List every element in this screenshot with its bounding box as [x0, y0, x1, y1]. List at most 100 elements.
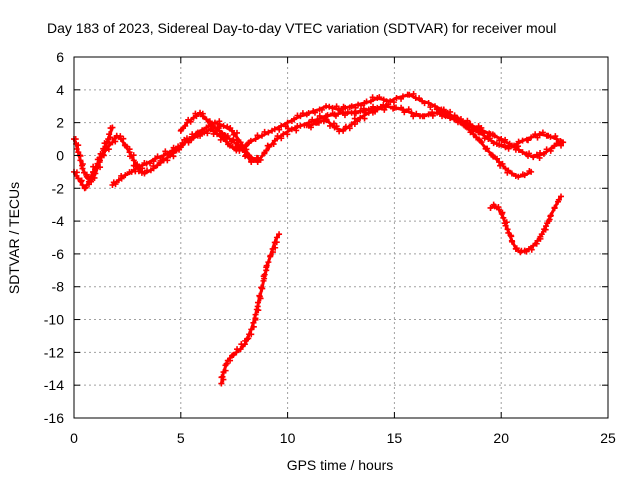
data-point — [499, 160, 506, 167]
data-point — [333, 103, 340, 110]
data-point — [252, 311, 259, 318]
data-point — [135, 163, 142, 170]
data-point — [272, 244, 279, 251]
data-point — [170, 144, 177, 151]
data-point — [315, 119, 322, 126]
data-point — [293, 127, 300, 134]
data-point — [122, 172, 129, 179]
data-point — [478, 124, 485, 131]
data-point — [467, 121, 474, 128]
data-point — [267, 252, 274, 259]
data-point — [425, 99, 432, 106]
data-point — [112, 181, 119, 188]
data-point — [555, 196, 562, 203]
data-point — [311, 109, 318, 116]
data-point — [178, 126, 185, 133]
data-point — [508, 142, 515, 149]
data-point — [222, 367, 229, 374]
data-point — [147, 160, 154, 167]
data-point — [354, 118, 361, 125]
data-point — [263, 147, 270, 154]
data-point — [547, 212, 554, 219]
data-point — [545, 218, 552, 225]
x-tick-label: 5 — [177, 430, 185, 446]
y-tick-label: 4 — [56, 82, 64, 98]
y-tick-label: 0 — [56, 147, 64, 163]
series-track-2 — [71, 124, 116, 185]
data-point — [332, 112, 339, 119]
data-point — [410, 113, 417, 120]
data-point — [533, 151, 540, 158]
data-point — [309, 116, 316, 123]
data-points — [71, 90, 567, 387]
data-point — [256, 292, 263, 299]
data-point — [263, 264, 270, 271]
data-point — [456, 118, 463, 125]
data-point — [187, 118, 194, 125]
data-point — [538, 231, 545, 238]
y-tick-label: -6 — [52, 246, 65, 262]
data-point — [284, 119, 291, 126]
data-point — [218, 374, 225, 381]
data-point — [237, 139, 244, 146]
data-point — [381, 106, 388, 113]
x-axis-title: GPS time / hours — [287, 457, 394, 473]
data-point — [88, 173, 95, 180]
data-point — [78, 177, 85, 184]
data-point — [73, 145, 80, 152]
y-tick-label: -12 — [44, 344, 64, 360]
data-point — [230, 131, 237, 138]
data-point — [178, 142, 185, 149]
data-point — [261, 271, 268, 278]
data-point — [233, 129, 240, 136]
data-point — [288, 126, 295, 133]
y-tick-label: -16 — [44, 410, 64, 426]
data-point — [487, 204, 494, 211]
data-point — [82, 184, 89, 191]
data-point — [530, 154, 537, 161]
data-point — [170, 153, 177, 160]
data-point — [416, 95, 423, 102]
data-point — [357, 108, 364, 115]
data-point — [548, 145, 555, 152]
data-point — [447, 115, 454, 122]
data-point — [75, 142, 82, 149]
data-point — [376, 94, 383, 101]
data-point — [197, 132, 204, 139]
data-point — [323, 117, 330, 124]
data-point — [537, 149, 544, 156]
data-point — [509, 238, 516, 245]
data-point — [258, 132, 265, 139]
data-point — [399, 93, 406, 100]
data-point — [406, 91, 413, 98]
data-point — [348, 103, 355, 110]
data-point — [211, 119, 218, 126]
data-point — [385, 101, 392, 108]
data-point — [355, 101, 362, 108]
data-point — [88, 178, 95, 185]
data-point — [342, 123, 349, 130]
data-point — [258, 284, 265, 291]
grid — [74, 57, 608, 418]
y-axis-title: SDTVAR / TECUs — [6, 182, 22, 294]
data-point — [551, 204, 558, 211]
series-track-8 — [487, 193, 565, 256]
data-point — [357, 114, 364, 121]
data-point — [528, 246, 535, 253]
data-point — [326, 103, 333, 110]
data-point — [553, 140, 560, 147]
data-point — [530, 242, 537, 249]
data-point — [519, 137, 526, 144]
data-point — [120, 135, 127, 142]
data-point — [96, 157, 103, 164]
data-point — [539, 129, 546, 136]
data-point — [77, 157, 84, 164]
data-point — [229, 127, 236, 134]
data-point — [299, 110, 306, 117]
data-point — [437, 109, 444, 116]
data-point — [500, 214, 507, 221]
data-point — [540, 150, 547, 157]
data-point — [543, 146, 550, 153]
data-point — [361, 115, 368, 122]
